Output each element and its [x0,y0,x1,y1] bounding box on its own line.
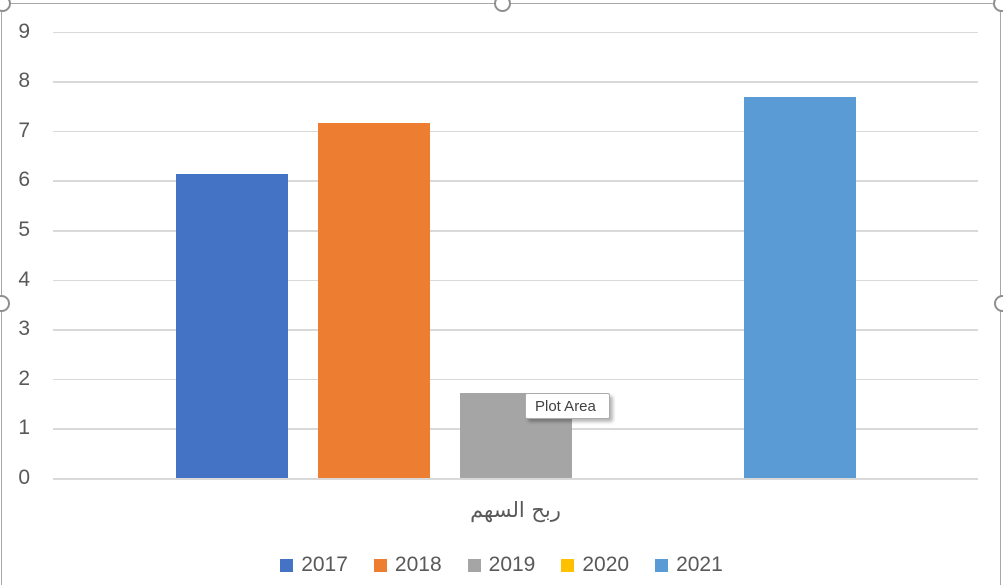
y-axis-tick-label-9: 9 [18,19,30,43]
gridline-y-5 [53,230,978,232]
legend-item-2017[interactable]: 2017 [280,553,348,577]
legend-swatch-icon [655,558,669,572]
gridline-y-2 [53,378,978,381]
resize-handle-left-middle-icon[interactable] [0,294,10,312]
plot-area-tooltip-label: Plot Area [535,397,596,415]
legend-item-2018[interactable]: 2018 [373,553,442,577]
legend-swatch-icon [467,558,481,572]
gridline-y-3 [53,329,978,331]
gridline-y-0 [53,478,978,480]
legend-swatch-icon [561,558,575,572]
legend-item-2021[interactable]: 2021 [655,553,723,577]
y-axis-tick-label-1: 1 [18,416,30,440]
category-axis-label: ربح السهم [470,498,561,522]
plot-area-tooltip: Plot Area [525,393,610,419]
legend-label: 2019 [488,553,536,576]
gridline-y-9 [53,31,978,34]
gridline-y-7 [53,130,978,133]
bar-series-2017[interactable] [175,174,288,478]
resize-handle-top-right-icon[interactable] [992,0,1003,12]
gridline-y-8 [53,81,978,83]
legend-label: 2017 [301,553,348,576]
resize-handle-right-middle-icon[interactable] [993,294,1003,312]
y-axis-tick-label-2: 2 [18,366,30,390]
legend-item-2019[interactable]: 2019 [467,553,536,577]
y-axis-tick-label-8: 8 [18,69,30,93]
y-axis-tick-label-3: 3 [18,317,30,341]
gridline-y-6 [53,180,978,182]
resize-handle-top-left-icon[interactable] [0,0,11,12]
legend-swatch-icon [373,558,387,572]
resize-handle-top-center-icon[interactable] [493,0,511,12]
legend-swatch-icon [280,558,294,572]
y-axis-tick-label-6: 6 [18,168,30,192]
y-axis-tick-label-4: 4 [18,267,30,291]
legend-label: 2021 [676,553,723,576]
y-axis-tick-label-5: 5 [18,218,30,241]
bar-series-2018[interactable] [317,123,430,478]
y-axis-tick-label-0: 0 [18,466,30,489]
chart-legend[interactable]: 2017 2018 2019 2020 2021 [0,553,1003,577]
legend-label: 2018 [394,553,442,576]
legend-item-2020[interactable]: 2020 [561,553,629,577]
legend-label: 2020 [582,553,630,576]
gridline-y-4 [53,279,978,282]
y-axis-tick-label-7: 7 [18,118,30,142]
bar-series-2021[interactable] [743,97,856,478]
